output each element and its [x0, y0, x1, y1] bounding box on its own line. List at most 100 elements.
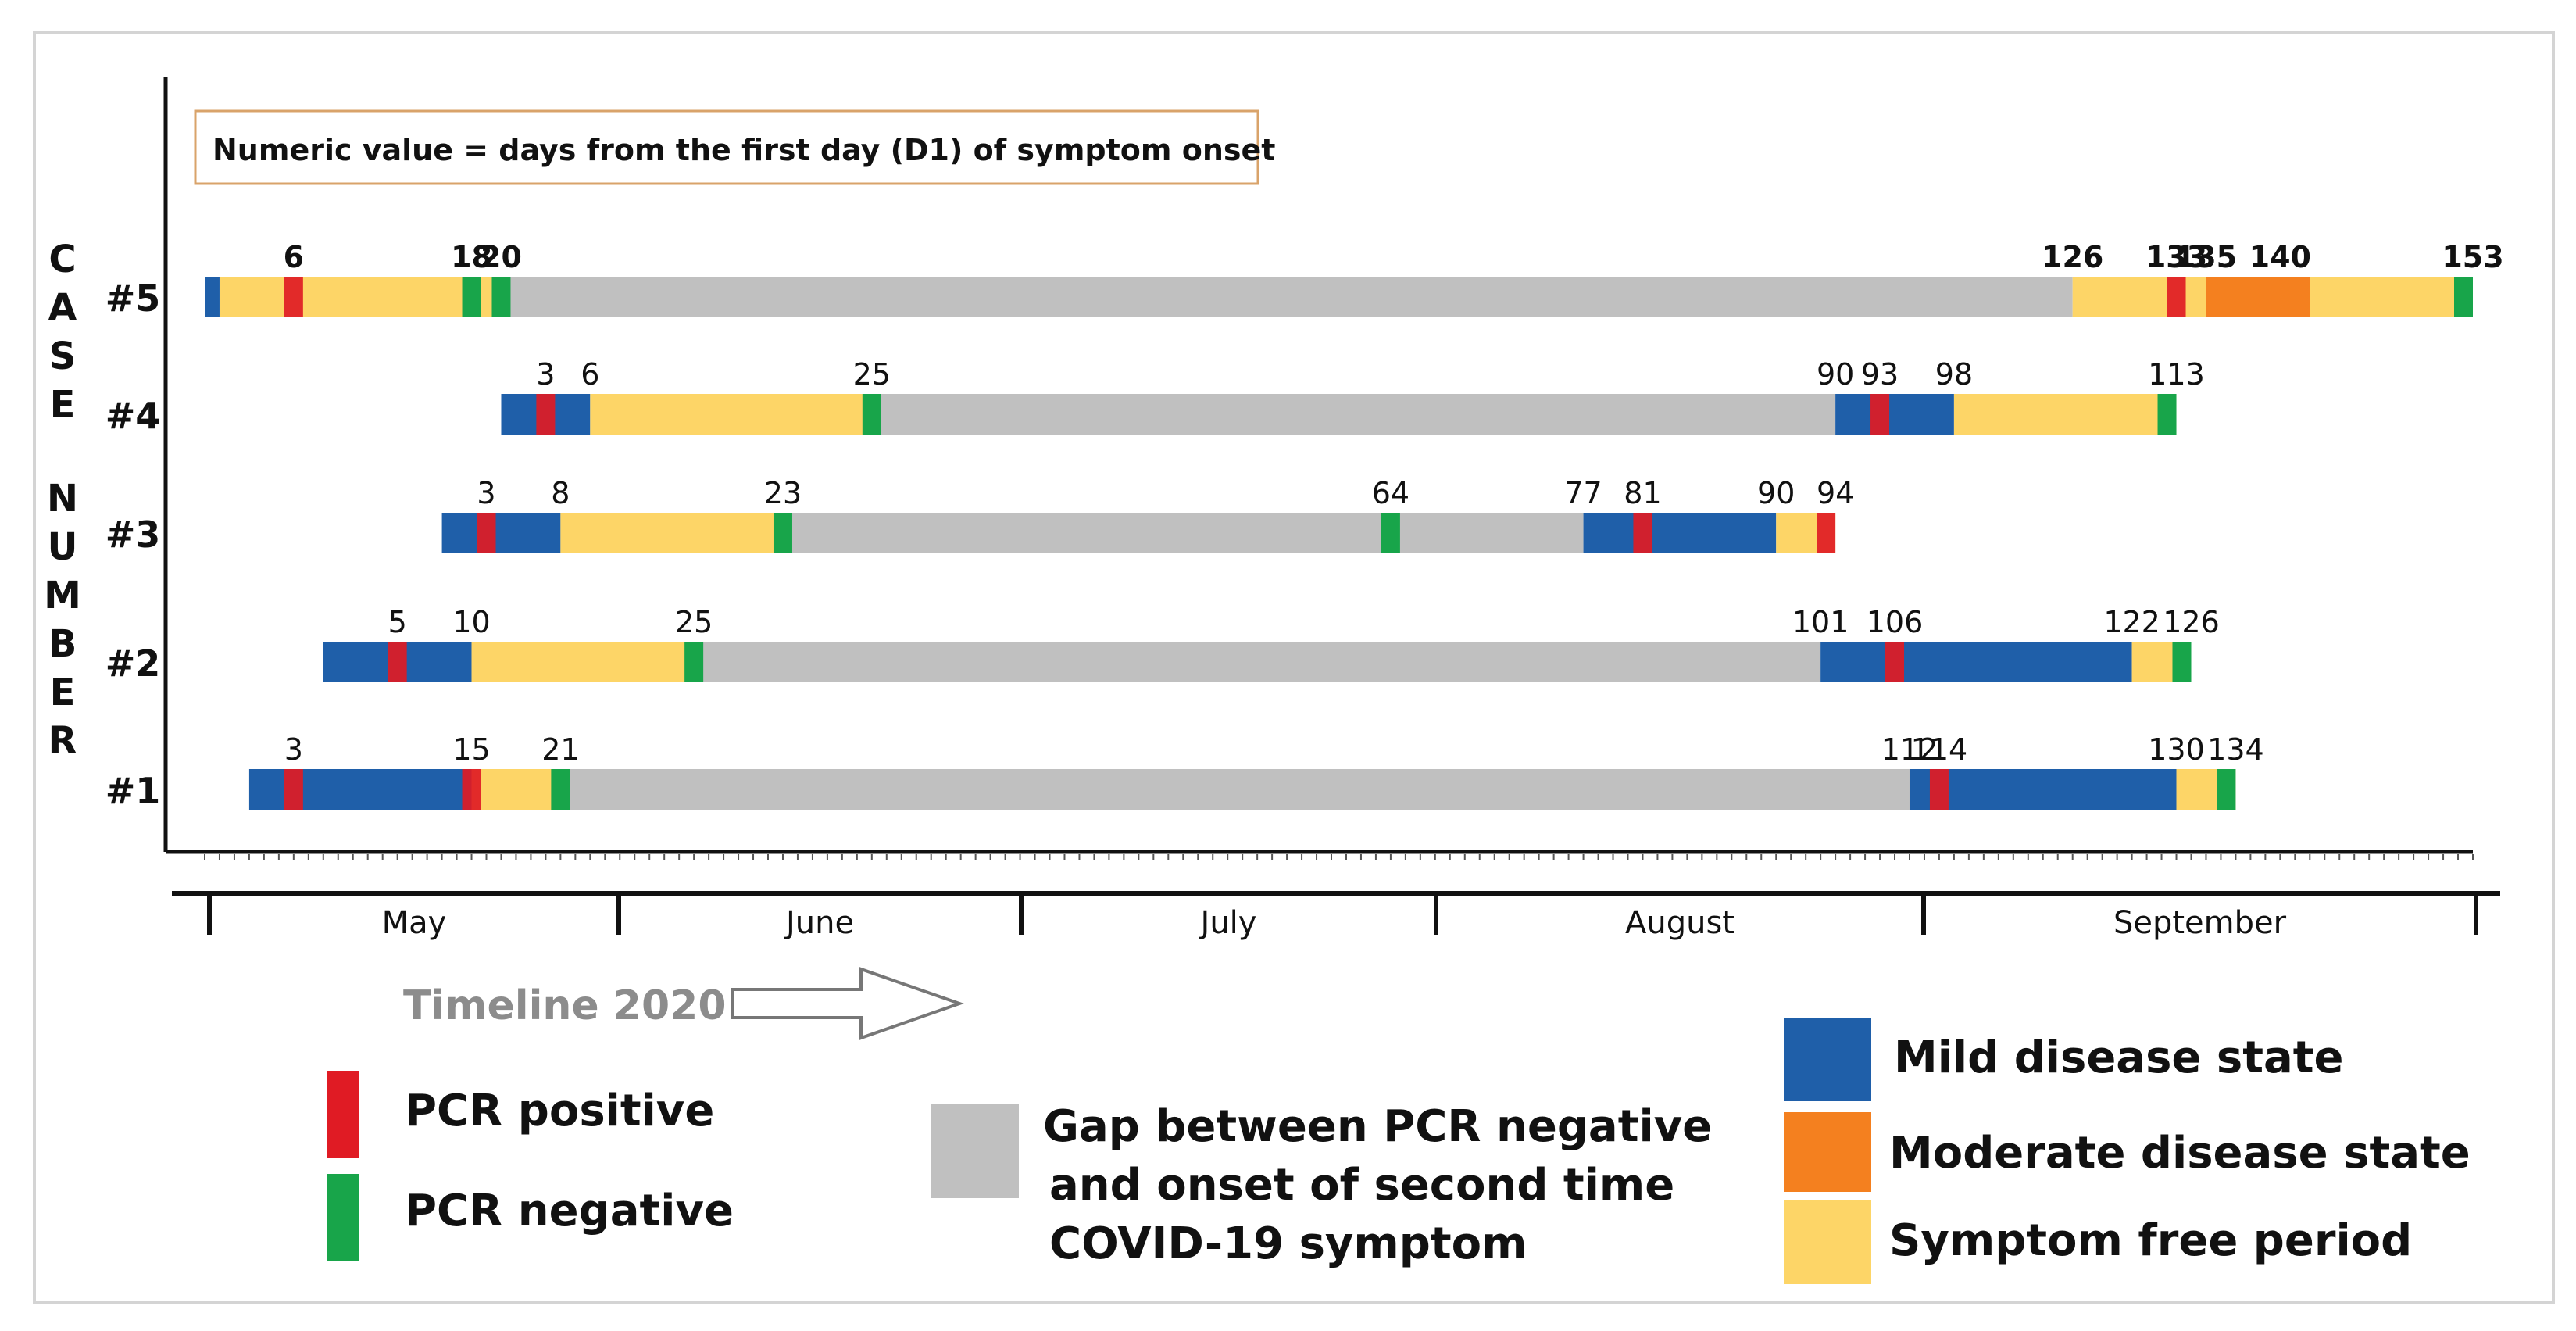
segment-free	[2310, 277, 2473, 317]
pcr-positive-marker	[2167, 277, 2186, 317]
pcr-positive-marker	[1633, 513, 1652, 553]
y-axis-title-letter: S	[49, 335, 77, 378]
legend-moderate-swatch	[1784, 1112, 1871, 1192]
day-label: 112	[1881, 732, 1938, 767]
case-row: #2 5 10 25 101 106 122 126	[105, 605, 2220, 685]
legend-pcr-negative-swatch	[327, 1174, 359, 1261]
day-label: 15	[452, 732, 490, 767]
day-label: 126	[2042, 240, 2103, 274]
legend-mild-label: Mild disease state	[1894, 1032, 2344, 1083]
y-axis-title-letter: U	[48, 525, 78, 569]
pcr-positive-marker	[1929, 769, 1949, 810]
day-label: 133	[2145, 240, 2207, 274]
day-label: 3	[536, 357, 555, 392]
segment-free	[471, 769, 561, 810]
segment-mild	[1835, 394, 1954, 435]
legend-gap-label-line3: COVID-19 symptom	[1049, 1218, 1527, 1269]
day-label: 21	[541, 732, 579, 767]
segment-mild	[248, 769, 472, 810]
case-label: #1	[105, 770, 161, 812]
day-label: 122	[2103, 605, 2160, 639]
y-axis-title-letter: E	[50, 383, 76, 427]
month-label-may: May	[382, 905, 447, 941]
day-label: 106	[1867, 605, 1924, 639]
segment-gap	[782, 513, 1584, 553]
y-axis-title-letter: M	[44, 574, 81, 617]
legend-gap-swatch	[931, 1104, 1019, 1198]
legend-moderate-label: Moderate disease state	[1889, 1128, 2471, 1179]
day-label: 10	[452, 605, 490, 639]
pcr-negative-marker	[684, 642, 704, 682]
pcr-negative-marker	[2172, 642, 2192, 682]
month-label-june: June	[784, 905, 854, 941]
segment-mild	[441, 513, 561, 553]
y-axis-title-letter: R	[48, 719, 77, 763]
x-axis-minor-ticks	[204, 854, 2474, 860]
day-label: 101	[1792, 605, 1849, 639]
day-label: 114	[1911, 732, 1968, 767]
segment-free	[1953, 394, 2177, 435]
legend-gap-label-line1: Gap between PCR negative	[1043, 1101, 1712, 1152]
day-label: 20	[481, 240, 522, 274]
segment-gap	[871, 394, 1836, 435]
case-row: #4 3 6 25 90 93 98 113	[105, 357, 2205, 437]
pcr-positive-marker	[1870, 394, 1890, 435]
pcr-positive-marker	[284, 769, 303, 810]
case-label: #5	[105, 277, 161, 320]
legend-symptom-free-label: Symptom free period	[1889, 1215, 2412, 1266]
segment-mild	[1909, 769, 2177, 810]
day-label: 81	[1624, 476, 1661, 510]
segment-gap	[694, 642, 1821, 682]
annotation-box	[194, 109, 1259, 185]
segment-mild	[205, 277, 220, 317]
day-label: 25	[675, 605, 713, 639]
day-label: 5	[388, 605, 407, 639]
pcr-negative-marker	[2454, 277, 2473, 317]
segment-mild	[1820, 642, 2132, 682]
segment-free	[590, 394, 872, 435]
day-label: 3	[477, 476, 495, 510]
annotation-text: Numeric value = days from the first day …	[213, 133, 1275, 167]
day-label: 135	[2175, 240, 2237, 274]
day-label: 3	[284, 732, 303, 767]
pcr-positive-marker	[477, 513, 496, 553]
month-axis: May June July August September	[207, 892, 2478, 941]
pcr-negative-marker	[862, 394, 881, 435]
day-label: 90	[1817, 357, 1854, 392]
day-label: 140	[2249, 240, 2311, 274]
segment-free	[219, 277, 502, 317]
pcr-positive-marker	[388, 642, 407, 682]
legend-pcr-positive-swatch	[327, 1071, 359, 1158]
day-label: 93	[1861, 357, 1899, 392]
pcr-positive-marker	[1817, 513, 1836, 553]
month-label-september: September	[2113, 905, 2287, 941]
day-label: 153	[2442, 240, 2503, 274]
pcr-negative-marker	[462, 277, 481, 317]
pcr-positive-marker	[1885, 642, 1905, 682]
y-axis-title-letter: B	[48, 622, 77, 666]
day-label: 6	[581, 357, 599, 392]
segment-free	[2072, 277, 2206, 317]
legend: PCR positive PCR negative Gap between PC…	[327, 1018, 2471, 1284]
day-label: 6	[284, 240, 304, 274]
pcr-negative-marker	[773, 513, 792, 553]
pcr-negative-marker	[491, 277, 511, 317]
pcr-positive-marker	[536, 394, 556, 435]
legend-pcr-positive-label: PCR positive	[405, 1086, 714, 1136]
pcr-negative-marker	[551, 769, 570, 810]
case-label: #2	[105, 642, 161, 685]
legend-pcr-negative-label: PCR negative	[405, 1186, 734, 1236]
day-label: 130	[2148, 732, 2205, 767]
timeline-label: Timeline 2020	[403, 982, 727, 1029]
figure-frame	[33, 31, 2555, 1304]
pcr-positive-marker	[284, 277, 303, 317]
day-label: 94	[1817, 476, 1854, 510]
timeline-arrow-icon	[731, 967, 965, 1040]
segment-gap	[560, 769, 1910, 810]
day-label: 64	[1372, 476, 1409, 510]
pcr-negative-marker	[2217, 769, 2236, 810]
day-label: 98	[1935, 357, 1973, 392]
